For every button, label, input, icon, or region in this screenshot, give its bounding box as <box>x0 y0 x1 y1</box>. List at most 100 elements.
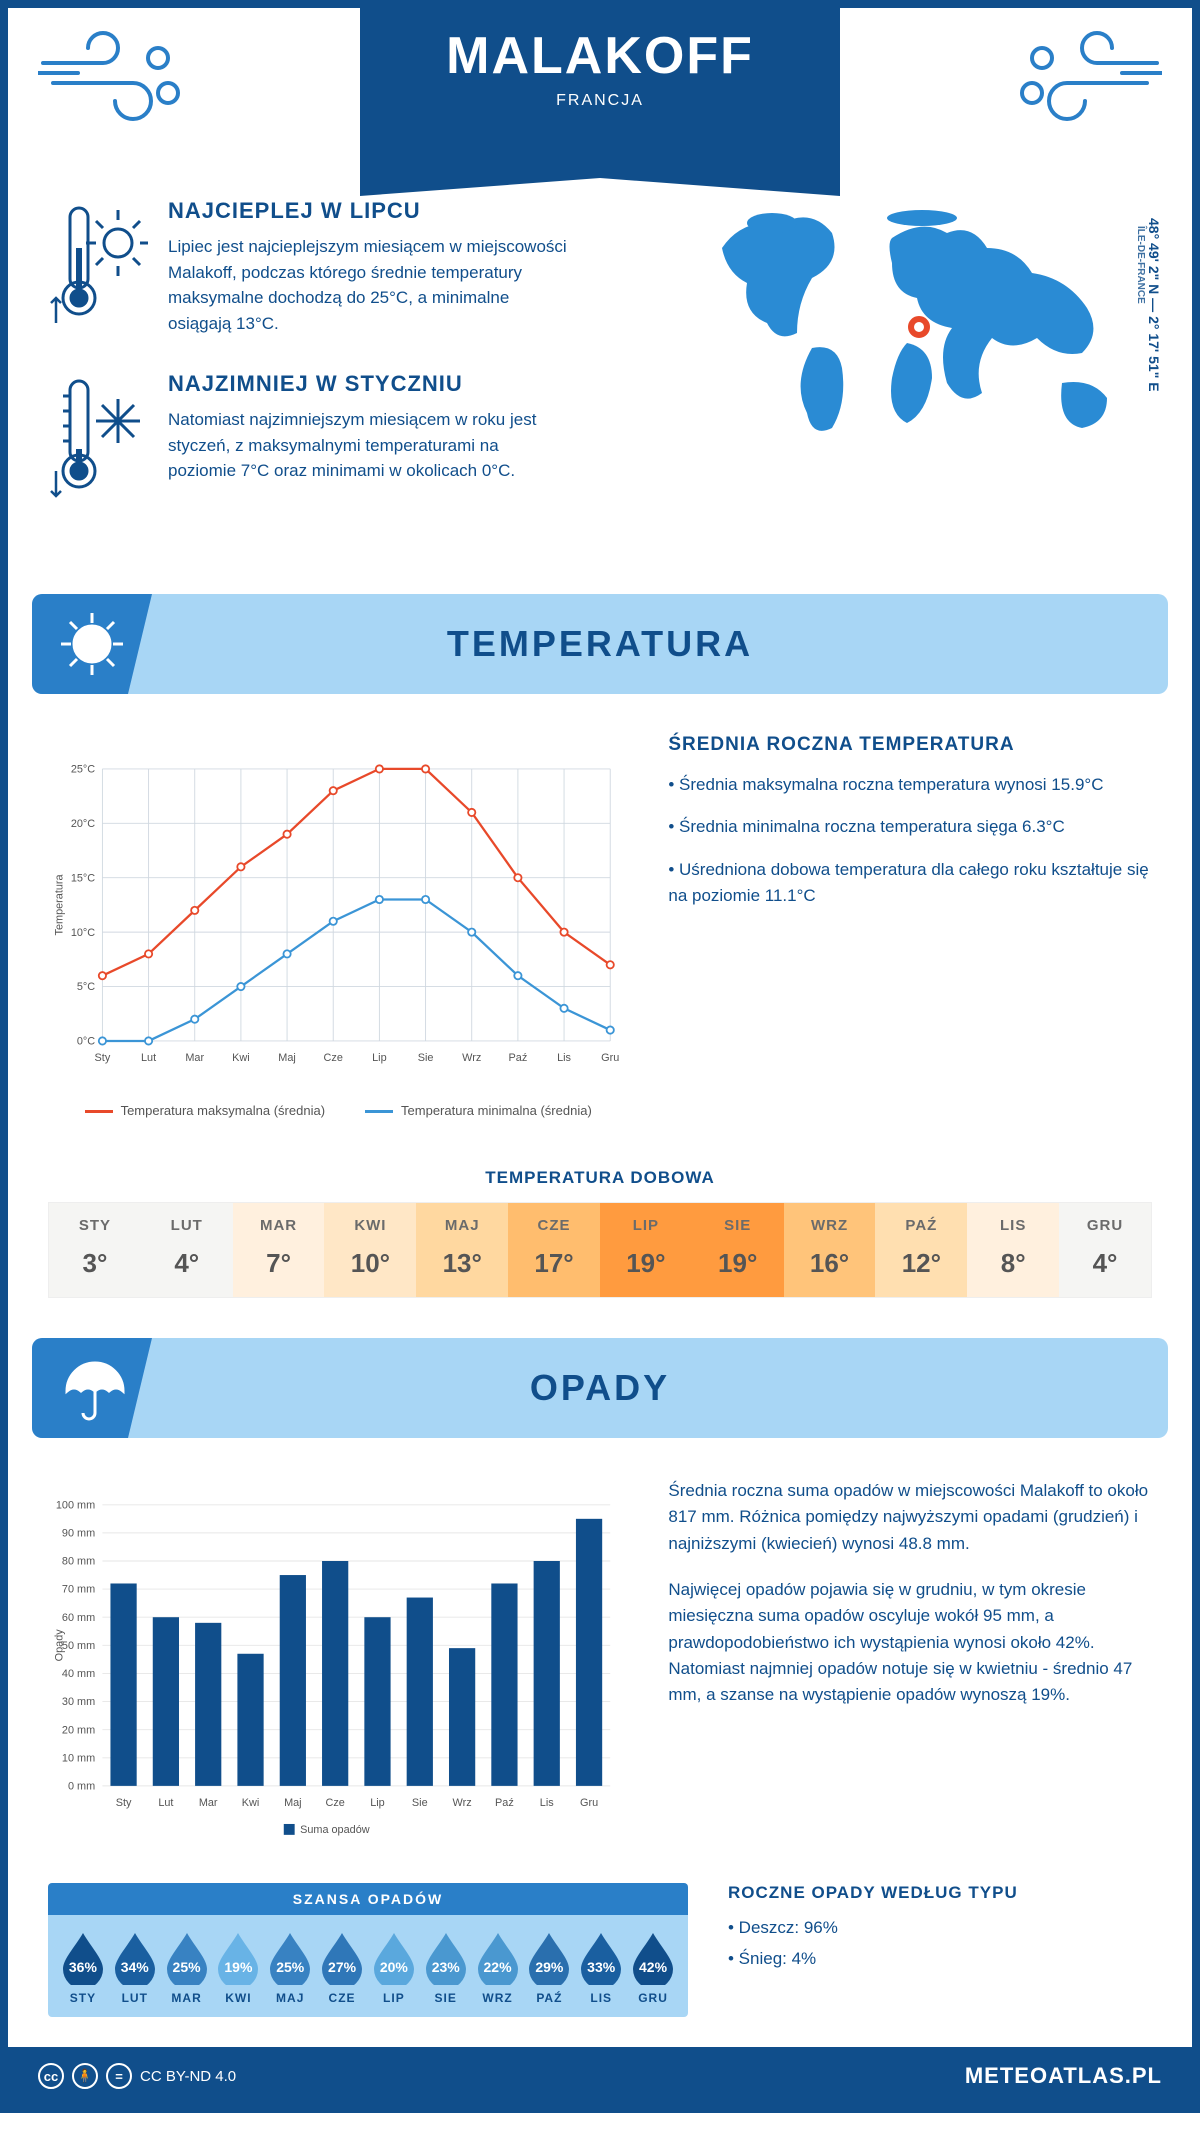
svg-text:Sty: Sty <box>116 1797 132 1809</box>
chance-cell: 34% LUT <box>110 1931 160 2005</box>
coldest-title: NAJZIMNIEJ W STYCZNIU <box>168 371 568 397</box>
svg-text:Sie: Sie <box>418 1052 434 1064</box>
svg-text:Paź: Paź <box>495 1797 514 1809</box>
legend-max: Temperatura maksymalna (średnia) <box>85 1103 325 1118</box>
temp-bullet: • Uśredniona dobowa temperatura dla całe… <box>668 857 1152 910</box>
svg-text:Suma opadów: Suma opadów <box>300 1824 370 1836</box>
title-banner: MALAKOFF FRANCJA <box>360 8 840 178</box>
chance-cell: 36% STY <box>58 1931 108 2005</box>
svg-text:50 mm: 50 mm <box>62 1640 95 1652</box>
daily-temp-cell: LIS8° <box>967 1203 1059 1297</box>
precip-type-rain: • Deszcz: 96% <box>728 1913 1152 1944</box>
svg-text:30 mm: 30 mm <box>62 1696 95 1708</box>
precip-banner: OPADY <box>32 1338 1168 1438</box>
daily-temp-cell: PAŹ12° <box>875 1203 967 1297</box>
chance-cell: 27% CZE <box>317 1931 367 2005</box>
svg-text:Maj: Maj <box>284 1797 302 1809</box>
coordinates: 48° 49' 2" N — 2° 17' 51" E ÎLE-DE-FRANC… <box>1135 218 1162 458</box>
svg-text:Mar: Mar <box>199 1797 218 1809</box>
daily-temp-cell: CZE17° <box>508 1203 600 1297</box>
hottest-title: NAJCIEPLEJ W LIPCU <box>168 198 568 224</box>
thermometer-hot-icon <box>48 198 148 343</box>
temperature-line-chart: 0°C5°C10°C15°C20°C25°CStyLutMarKwiMajCze… <box>48 734 628 1118</box>
country-name: FRANCJA <box>360 92 840 110</box>
daily-temp-cell: LIP19° <box>600 1203 692 1297</box>
svg-text:Lis: Lis <box>540 1797 554 1809</box>
precip-p2: Najwięcej opadów pojawia się w grudniu, … <box>668 1577 1152 1709</box>
svg-text:10 mm: 10 mm <box>62 1752 95 1764</box>
svg-text:0°C: 0°C <box>77 1036 95 1048</box>
coldest-block: NAJZIMNIEJ W STYCZNIU Natomiast najzimni… <box>48 371 662 516</box>
nd-icon: = <box>106 2063 132 2089</box>
brand: METEOATLAS.PL <box>965 2063 1162 2089</box>
svg-text:Gru: Gru <box>601 1052 619 1064</box>
temp-bullet: • Średnia minimalna roczna temperatura s… <box>668 814 1152 840</box>
svg-text:Cze: Cze <box>325 1797 344 1809</box>
svg-text:Paź: Paź <box>509 1052 528 1064</box>
city-name: MALAKOFF <box>360 26 840 86</box>
daily-temp-cell: SIE19° <box>692 1203 784 1297</box>
daily-temp-title: TEMPERATURA DOBOWA <box>8 1168 1192 1188</box>
coldest-text: Natomiast najzimniejszym miesiącem w rok… <box>168 407 568 484</box>
license-text: CC BY-ND 4.0 <box>140 2068 236 2085</box>
svg-text:Lis: Lis <box>557 1052 571 1064</box>
svg-text:10°C: 10°C <box>71 927 95 939</box>
svg-text:5°C: 5°C <box>77 981 95 993</box>
region-label: ÎLE-DE-FRANCE <box>1135 226 1146 458</box>
chance-cell: 25% MAJ <box>265 1931 315 2005</box>
header: MALAKOFF FRANCJA <box>8 8 1192 178</box>
svg-text:Gru: Gru <box>580 1797 598 1809</box>
svg-text:Sty: Sty <box>95 1052 111 1064</box>
sun-icon <box>32 594 152 694</box>
chance-cell: 42% GRU <box>628 1931 678 2005</box>
svg-text:Temperatura: Temperatura <box>54 873 66 935</box>
svg-text:70 mm: 70 mm <box>62 1584 95 1596</box>
temp-bullet: • Średnia maksymalna roczna temperatura … <box>668 772 1152 798</box>
svg-text:Kwi: Kwi <box>242 1797 260 1809</box>
precip-type-summary: ROCZNE OPADY WEDŁUG TYPU • Deszcz: 96% •… <box>728 1883 1152 2017</box>
svg-text:Opady: Opady <box>54 1629 66 1662</box>
svg-text:0 mm: 0 mm <box>68 1781 95 1793</box>
temperature-banner: TEMPERATURA <box>32 594 1168 694</box>
svg-text:Lut: Lut <box>141 1052 156 1064</box>
svg-text:90 mm: 90 mm <box>62 1528 95 1540</box>
daily-temp-cell: KWI10° <box>324 1203 416 1297</box>
chance-cell: 19% KWI <box>213 1931 263 2005</box>
svg-text:Lip: Lip <box>370 1797 385 1809</box>
latitude: 48° 49' 2" N <box>1146 218 1162 294</box>
svg-text:Lut: Lut <box>158 1797 173 1809</box>
hottest-block: NAJCIEPLEJ W LIPCU Lipiec jest najcieple… <box>48 198 662 343</box>
chance-cell: 22% WRZ <box>473 1931 523 2005</box>
footer: cc 🧍 = CC BY-ND 4.0 METEOATLAS.PL <box>8 2047 1192 2105</box>
daily-temp-cell: WRZ16° <box>784 1203 876 1297</box>
svg-text:Wrz: Wrz <box>453 1797 472 1809</box>
temp-chart-legend: Temperatura maksymalna (średnia) Tempera… <box>48 1103 628 1118</box>
longitude: 2° 17' 51" E <box>1146 316 1162 392</box>
daily-temp-cell: LUT4° <box>141 1203 233 1297</box>
umbrella-icon <box>32 1338 152 1438</box>
precip-bar-chart: 0 mm10 mm20 mm30 mm40 mm50 mm60 mm70 mm8… <box>48 1478 628 1863</box>
wind-icon <box>38 28 188 133</box>
daily-temp-cell: STY3° <box>49 1203 141 1297</box>
by-icon: 🧍 <box>72 2063 98 2089</box>
chance-cell: 20% LIP <box>369 1931 419 2005</box>
svg-text:100 mm: 100 mm <box>56 1499 95 1511</box>
temp-summary-heading: ŚREDNIA ROCZNA TEMPERATURA <box>668 734 1152 756</box>
license: cc 🧍 = CC BY-ND 4.0 <box>38 2063 236 2089</box>
svg-text:Kwi: Kwi <box>232 1052 250 1064</box>
precip-summary: Średnia roczna suma opadów w miejscowośc… <box>668 1478 1152 1863</box>
intro-section: NAJCIEPLEJ W LIPCU Lipiec jest najcieple… <box>8 178 1192 584</box>
daily-temp-cell: MAR7° <box>233 1203 325 1297</box>
daily-temp-cell: GRU4° <box>1059 1203 1151 1297</box>
svg-text:40 mm: 40 mm <box>62 1668 95 1680</box>
section-title: TEMPERATURA <box>447 623 753 665</box>
chance-cell: 25% MAR <box>162 1931 212 2005</box>
cc-icon: cc <box>38 2063 64 2089</box>
wind-icon <box>1012 28 1162 133</box>
precip-chance-panel: SZANSA OPADÓW 36% STY 34% LUT 25% MAR 19… <box>48 1883 688 2017</box>
chance-title: SZANSA OPADÓW <box>48 1883 688 1915</box>
svg-text:25°C: 25°C <box>71 764 95 776</box>
svg-text:Maj: Maj <box>278 1052 296 1064</box>
svg-text:Lip: Lip <box>372 1052 387 1064</box>
svg-text:Mar: Mar <box>185 1052 204 1064</box>
